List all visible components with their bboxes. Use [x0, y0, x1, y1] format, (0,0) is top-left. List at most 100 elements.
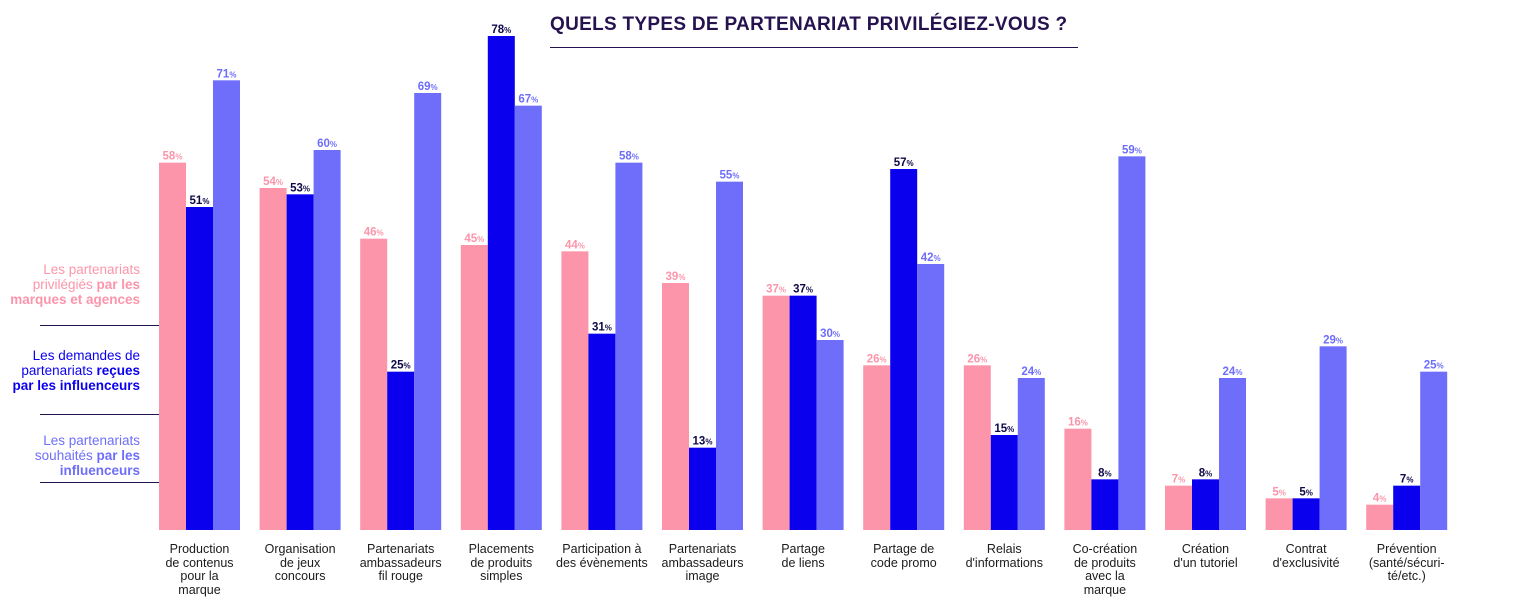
- data-label-s0-c5: 39%: [666, 271, 686, 283]
- data-label-s2-c6: 30%: [820, 328, 840, 340]
- bar-s1-c12: [1393, 485, 1421, 530]
- category-label: Partenariats ambassadeurs fil rouge: [359, 542, 442, 583]
- bar-s1-c8: [990, 435, 1018, 530]
- data-label-s2-c9: 59%: [1122, 144, 1142, 156]
- bar-s0-c11: [1265, 498, 1293, 530]
- legend-text-bold: reçues par les influenceurs: [12, 363, 140, 393]
- category-label: Partage de liens: [781, 542, 825, 570]
- bar-s1-c11: [1292, 498, 1320, 530]
- data-label-s2-c8: 24%: [1021, 366, 1041, 378]
- bar-s2-c6: [816, 340, 844, 530]
- bar-s2-c3: [514, 105, 542, 531]
- data-label-s1-c1: 53%: [290, 182, 310, 194]
- data-label-s1-c7: 57%: [894, 157, 914, 169]
- data-label-s0-c8: 26%: [967, 353, 987, 365]
- data-label-s2-c2: 69%: [418, 81, 438, 93]
- bar-s2-c5: [716, 181, 743, 530]
- bar-s0-c0: [159, 162, 186, 530]
- category-label: Production de contenus pour la marque: [165, 542, 234, 597]
- data-label-s0-c3: 45%: [464, 233, 484, 245]
- legend-text: Les partenariats privilégiés: [32, 262, 140, 292]
- bar-s1-c6: [789, 295, 817, 530]
- bar-s1-c0: [186, 207, 213, 530]
- category-label: Participation à des évènements: [556, 542, 648, 570]
- bar-s0-c10: [1165, 485, 1192, 530]
- data-label-s1-c2: 25%: [391, 360, 411, 372]
- bar-s2-c7: [917, 264, 945, 530]
- legend-text-bold: par les influenceurs: [59, 448, 140, 478]
- bar-s0-c12: [1366, 504, 1394, 530]
- bar-s0-c4: [561, 251, 589, 531]
- bar-s1-c1: [286, 194, 314, 531]
- legend-text: Les partenariats souhaités: [34, 433, 140, 463]
- data-label-s1-c10: 8%: [1199, 467, 1213, 479]
- bar-s0-c3: [460, 245, 488, 530]
- data-label-s2-c11: 29%: [1323, 334, 1343, 346]
- bar-s2-c9: [1118, 156, 1146, 531]
- category-label: Co-création de produits avec la marque: [1072, 542, 1138, 597]
- bar-s2-c4: [615, 162, 643, 530]
- legend-leader-line: [40, 325, 165, 326]
- bar-s1-c4: [588, 333, 616, 530]
- bar-s0-c7: [863, 365, 891, 530]
- category-label: Prévention (santé/sécuri-té/etc.): [1368, 542, 1445, 583]
- bar-s0-c2: [360, 238, 388, 530]
- data-label-s2-c12: 25%: [1424, 360, 1444, 372]
- bar-s1-c2: [387, 371, 415, 530]
- category-label: Création d'un tutoriel: [1173, 542, 1238, 570]
- category-label: Relais d'informations: [965, 542, 1044, 570]
- data-label-s0-c1: 54%: [263, 176, 283, 188]
- data-label-s2-c5: 55%: [720, 170, 740, 182]
- data-label-s0-c4: 44%: [565, 239, 585, 251]
- data-label-s2-c7: 42%: [921, 252, 941, 264]
- bar-s2-c1: [313, 150, 341, 530]
- legend-item-0: Les partenariats privilégiés par les mar…: [10, 262, 140, 307]
- data-label-s2-c10: 24%: [1223, 366, 1243, 378]
- data-label-s2-c0: 71%: [217, 68, 237, 80]
- bar-s0-c1: [259, 188, 287, 530]
- bar-s1-c9: [1091, 479, 1119, 530]
- bar-s1-c5: [689, 447, 716, 530]
- category-label: Contrat d'exclusivité: [1272, 542, 1340, 570]
- data-label-s0-c6: 37%: [766, 284, 786, 296]
- category-label: Organisation de jeux concours: [264, 542, 336, 583]
- legend-text: Les demandes de partenariats: [21, 348, 140, 378]
- data-label-s1-c3: 78%: [491, 24, 511, 36]
- bar-s0-c8: [963, 365, 991, 530]
- data-label-s0-c12: 4%: [1373, 493, 1387, 505]
- bar-s1-c3: [487, 36, 515, 530]
- data-label-s0-c0: 58%: [163, 151, 183, 163]
- bar-s0-c5: [662, 283, 689, 530]
- title-underline: [550, 47, 1078, 48]
- data-label-s0-c2: 46%: [364, 227, 384, 239]
- bar-s1-c7: [890, 169, 918, 530]
- data-label-s2-c4: 58%: [619, 151, 639, 163]
- legend-text-bold: par les marques et agences: [10, 277, 140, 307]
- bar-s2-c8: [1017, 378, 1045, 530]
- chart-title: QUELS TYPES DE PARTENARIAT PRIVILÉGIEZ-V…: [550, 14, 1068, 35]
- bar-s0-c6: [762, 295, 790, 530]
- data-label-s1-c12: 7%: [1400, 474, 1414, 486]
- category-label: Placements de produits simples: [468, 542, 534, 583]
- legend-leader-line: [40, 482, 224, 483]
- data-label-s1-c8: 15%: [994, 423, 1014, 435]
- data-label-s1-c9: 8%: [1098, 467, 1112, 479]
- bar-s2-c0: [213, 80, 240, 530]
- legend-item-1: Les demandes de partenariats reçues par …: [10, 348, 140, 393]
- bar-s2-c2: [414, 93, 442, 530]
- legend-item-2: Les partenariats souhaités par les influ…: [10, 433, 140, 478]
- data-label-s1-c6: 37%: [793, 284, 813, 296]
- data-label-s1-c5: 13%: [693, 436, 713, 448]
- data-label-s0-c9: 16%: [1068, 417, 1088, 429]
- data-label-s2-c3: 67%: [518, 94, 538, 106]
- data-label-s2-c1: 60%: [317, 138, 337, 150]
- bar-s2-c12: [1420, 371, 1448, 530]
- bar-s0-c9: [1064, 428, 1092, 530]
- data-label-s1-c4: 31%: [592, 322, 612, 334]
- legend-leader-line: [40, 414, 188, 415]
- data-label-s1-c0: 51%: [190, 195, 210, 207]
- category-label: Partenariats ambassadeurs image: [661, 542, 744, 583]
- category-label: Partage de code promo: [870, 542, 937, 570]
- data-label-s0-c10: 7%: [1172, 474, 1186, 486]
